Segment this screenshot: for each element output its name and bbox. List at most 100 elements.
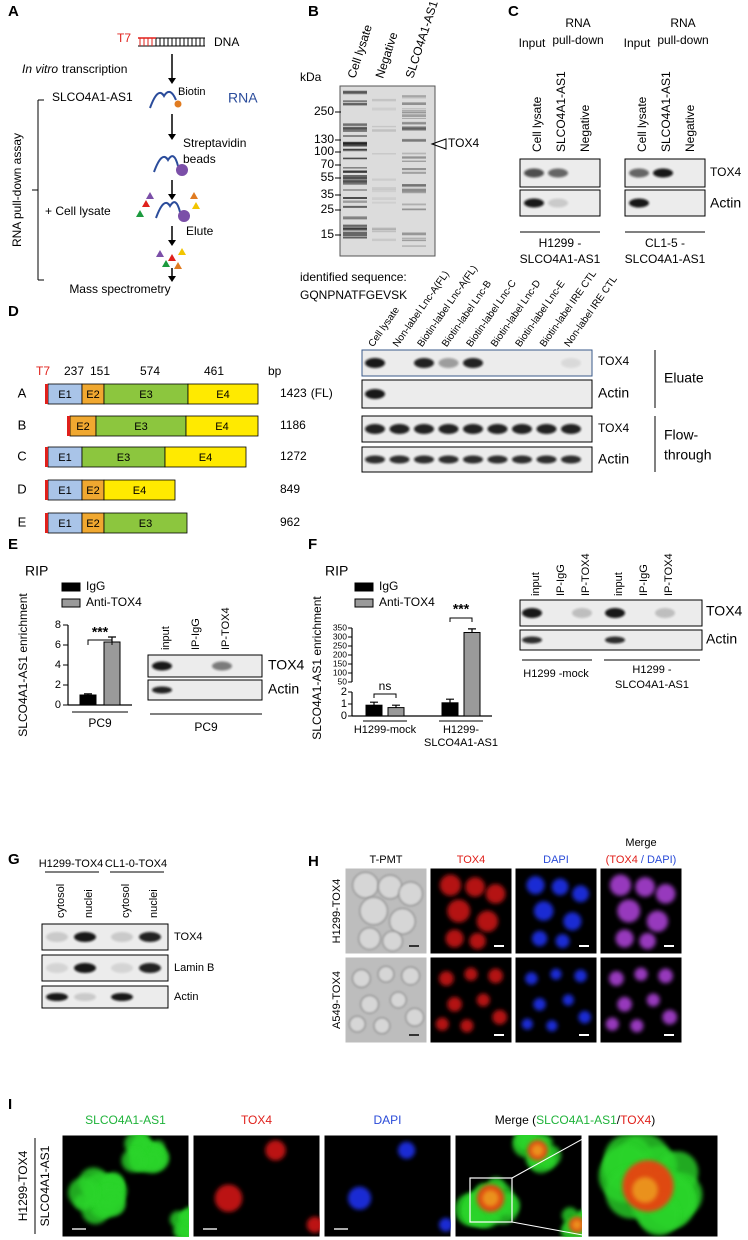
band xyxy=(524,168,544,178)
label: through xyxy=(664,447,711,463)
promoter xyxy=(45,447,48,467)
label: 461 xyxy=(204,364,224,378)
legend-label: Anti-TOX4 xyxy=(379,595,435,609)
label: beads xyxy=(183,152,216,166)
protein xyxy=(136,210,144,217)
cell xyxy=(389,908,416,935)
label: RIP xyxy=(325,563,348,579)
cell xyxy=(360,994,379,1014)
label: CL1-0-TOX4 xyxy=(105,858,167,870)
band xyxy=(414,455,434,464)
label: SLCO4A1-AS1 xyxy=(38,1145,52,1226)
micrograph xyxy=(192,1134,321,1238)
protein xyxy=(162,260,170,267)
label: TOX4 xyxy=(448,136,479,150)
label-part: SLCO4A1-AS1 xyxy=(536,1113,617,1127)
bar xyxy=(463,632,481,717)
protein xyxy=(156,250,164,257)
legend-label: IgG xyxy=(86,579,105,593)
band xyxy=(389,455,410,464)
y-tick-label: 350 xyxy=(333,622,347,632)
cell xyxy=(551,878,569,896)
label: TOX4 xyxy=(457,854,486,866)
label: RNA xyxy=(228,90,258,106)
label: E4 xyxy=(216,389,229,401)
label: D xyxy=(17,481,26,496)
error-bar xyxy=(446,698,454,703)
label: TOX4 xyxy=(598,354,629,368)
cell xyxy=(389,991,407,1009)
label: Actin xyxy=(598,451,629,467)
band xyxy=(414,424,434,434)
label: IP-TOX4 xyxy=(663,553,675,596)
cell xyxy=(531,930,548,947)
cell xyxy=(617,996,632,1012)
cell xyxy=(306,1216,320,1233)
cell xyxy=(359,896,388,926)
label: IP-IgG xyxy=(555,564,567,596)
cell xyxy=(632,1177,658,1203)
label: In vitro transcription xyxy=(22,62,127,76)
cell xyxy=(555,934,570,949)
bar xyxy=(79,694,97,706)
y-tick-label: 0 xyxy=(341,710,347,722)
label: 25 xyxy=(321,202,335,216)
cell xyxy=(377,874,403,900)
band xyxy=(438,358,459,368)
error-bar xyxy=(370,701,378,706)
micrograph-content xyxy=(348,965,425,1035)
cell xyxy=(439,971,454,986)
label: E3 xyxy=(139,518,152,530)
label-part: 1272 xyxy=(280,449,307,463)
bar xyxy=(387,707,405,717)
cell xyxy=(563,912,582,931)
rna-strand xyxy=(153,155,179,173)
label: E4 xyxy=(133,485,146,497)
label: Merge xyxy=(625,837,656,849)
cell xyxy=(439,1217,451,1232)
band xyxy=(487,424,508,434)
y-tick-label: 4 xyxy=(55,659,61,671)
micrograph-content xyxy=(605,967,678,1033)
band xyxy=(463,455,483,464)
label: H1299 -mock xyxy=(523,668,589,680)
label: PC9 xyxy=(194,720,218,734)
cell xyxy=(68,1177,99,1208)
zoom-box xyxy=(469,1177,513,1223)
band xyxy=(365,455,385,464)
band xyxy=(46,993,68,1001)
band xyxy=(561,455,581,464)
band xyxy=(536,455,557,464)
protein xyxy=(192,202,200,209)
band xyxy=(524,198,544,208)
label: 237 xyxy=(64,364,84,378)
label: Actin xyxy=(710,195,741,211)
label: RNA pull-down assay xyxy=(10,133,24,247)
label: input xyxy=(530,572,542,596)
label: 55 xyxy=(321,170,335,184)
exon xyxy=(103,512,188,534)
label-part: 1423 xyxy=(280,386,307,400)
label: E2 xyxy=(86,485,99,497)
band xyxy=(512,424,532,434)
biotin xyxy=(174,100,182,108)
label-part: transcription xyxy=(62,62,127,76)
label: E4 xyxy=(215,421,228,433)
arrow-head xyxy=(168,240,176,246)
label: Biotin xyxy=(178,86,206,98)
sig-bracket xyxy=(449,617,473,622)
cell xyxy=(183,1212,189,1224)
band xyxy=(512,455,532,464)
band xyxy=(438,455,459,464)
rna-strand xyxy=(155,201,181,219)
cell xyxy=(634,967,648,981)
cell xyxy=(533,901,554,921)
label: H1299 - xyxy=(539,236,582,250)
x-tick-label: PC9 xyxy=(88,716,112,730)
label: 15 xyxy=(321,227,335,241)
panel-label: D xyxy=(8,303,19,320)
label: SLCO4A1-AS1 xyxy=(625,252,706,266)
promoter xyxy=(45,480,48,500)
band xyxy=(487,455,508,464)
legend-swatch xyxy=(61,598,81,608)
